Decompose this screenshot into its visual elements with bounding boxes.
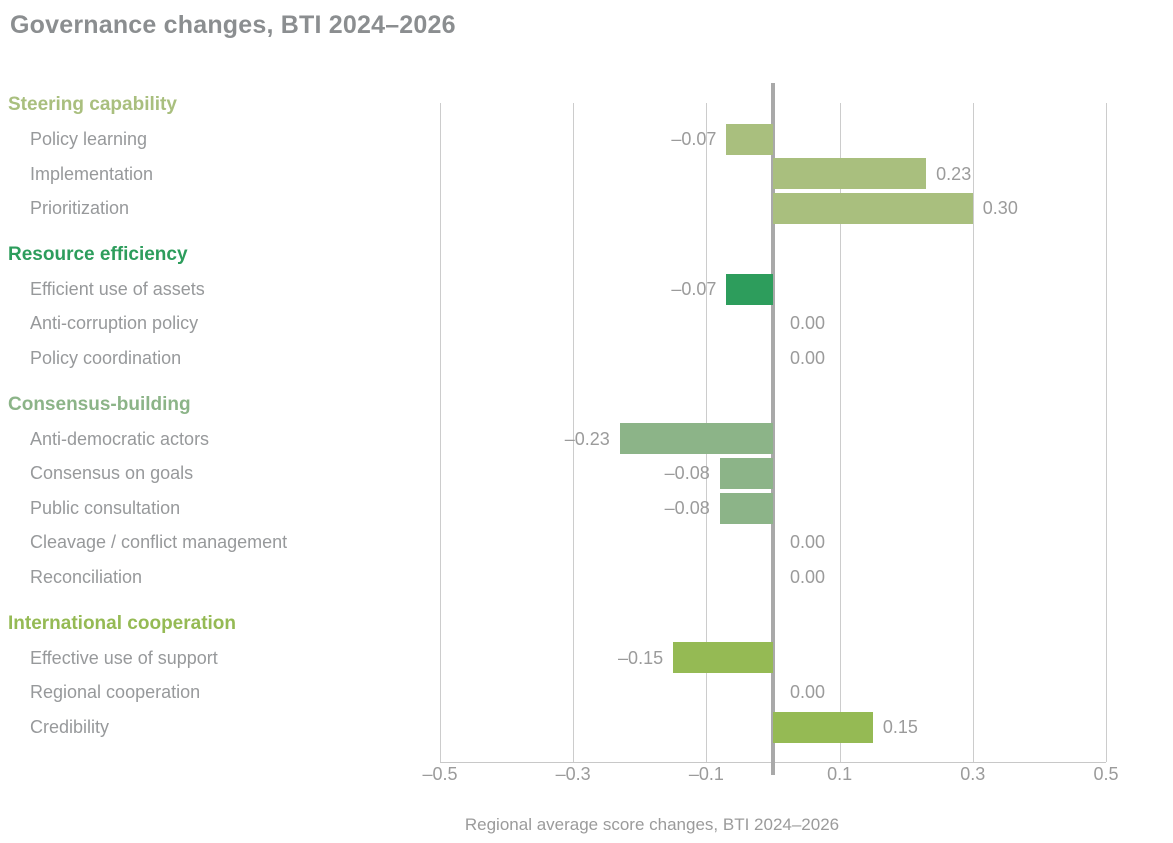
value-label: –0.07 bbox=[671, 278, 717, 299]
score-change-bar bbox=[726, 273, 773, 305]
x-axis-tick-label: 0.3 bbox=[960, 764, 986, 784]
chart-title: Governance changes, BTI 2024–2026 bbox=[10, 11, 456, 39]
value-label: 0.00 bbox=[790, 682, 826, 703]
x-axis-tick-label: –0.3 bbox=[555, 764, 591, 784]
gridline bbox=[1106, 103, 1107, 762]
x-axis-tick-label: 0.1 bbox=[827, 764, 853, 784]
item-label: Public consultation bbox=[30, 497, 181, 518]
item-label: Consensus on goals bbox=[30, 463, 194, 484]
x-axis-tick-label: 0.5 bbox=[1093, 764, 1119, 784]
value-label: 0.00 bbox=[790, 567, 826, 587]
item-label: Prioritization bbox=[30, 198, 130, 219]
item-label: Efficient use of assets bbox=[30, 278, 205, 299]
score-change-bar bbox=[773, 711, 873, 743]
score-change-bar bbox=[726, 123, 773, 155]
gridline bbox=[573, 103, 575, 762]
zero-axis-line bbox=[771, 83, 775, 775]
item-label: Policy coordination bbox=[30, 348, 182, 368]
value-label: –0.15 bbox=[618, 647, 664, 668]
item-label: Cleavage / conflict management bbox=[30, 532, 288, 553]
gridline bbox=[440, 103, 441, 762]
section-header: Consensus-building bbox=[8, 393, 191, 415]
x-axis-tick-label: –0.1 bbox=[688, 764, 724, 784]
score-change-bar bbox=[619, 423, 773, 455]
section-header: Resource efficiency bbox=[8, 243, 188, 265]
score-change-bar bbox=[673, 642, 773, 674]
value-label: –0.07 bbox=[671, 129, 717, 149]
item-label: Effective use of support bbox=[30, 647, 218, 668]
value-label: 0.00 bbox=[790, 532, 826, 553]
value-label: 0.23 bbox=[936, 163, 972, 184]
value-label: –0.08 bbox=[664, 497, 710, 518]
value-label: 0.00 bbox=[790, 313, 826, 334]
value-label: 0.00 bbox=[790, 348, 826, 368]
item-label: Anti-corruption policy bbox=[30, 313, 199, 334]
x-axis-tick-label: –0.5 bbox=[422, 764, 458, 784]
value-label: 0.15 bbox=[882, 716, 918, 737]
value-label: –0.08 bbox=[664, 463, 710, 484]
section-header: Steering capability bbox=[8, 94, 177, 115]
score-change-bar bbox=[773, 158, 927, 190]
item-label: Anti-democratic actors bbox=[30, 428, 210, 449]
item-label: Credibility bbox=[30, 716, 110, 737]
item-label: Reconciliation bbox=[30, 567, 143, 587]
item-label: Regional cooperation bbox=[30, 682, 201, 703]
item-label: Implementation bbox=[30, 163, 154, 184]
score-change-bar bbox=[773, 193, 973, 224]
x-axis-caption: Regional average score changes, BTI 2024… bbox=[464, 815, 840, 834]
value-label: 0.30 bbox=[982, 198, 1018, 219]
gridline bbox=[839, 103, 841, 762]
item-label: Policy learning bbox=[30, 129, 148, 149]
score-change-bar bbox=[719, 492, 773, 524]
section-header: International cooperation bbox=[8, 612, 237, 634]
score-change-bar bbox=[719, 458, 773, 489]
gridline bbox=[972, 103, 974, 762]
value-label: –0.23 bbox=[564, 428, 610, 449]
